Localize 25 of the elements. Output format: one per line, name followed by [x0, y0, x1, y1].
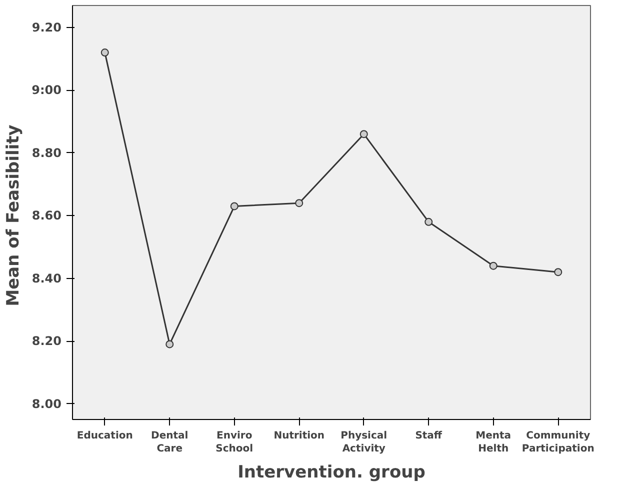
x-tick-label: Staff [415, 430, 443, 442]
x-tick-label: Physical Activity [340, 430, 388, 455]
x-tick-label: Community Participation [522, 430, 594, 455]
y-tick-label: 8.80 [32, 146, 62, 160]
point [295, 199, 304, 208]
x-tick-label: Dental Care [151, 430, 188, 455]
point [166, 340, 174, 348]
y-tick-label: 8.40 [32, 271, 62, 286]
x-tick-label: Menta Helth [476, 430, 512, 455]
point [100, 48, 109, 57]
y-tick-label: 8.00 [32, 396, 62, 411]
y-tick-label: 8.20 [32, 334, 62, 348]
x-tick-label: Enviro School [216, 430, 254, 455]
point [424, 218, 433, 226]
x-axis-title: Intervention. group [238, 462, 426, 483]
point [554, 268, 562, 276]
x-tick-label: Nutrition [274, 430, 325, 442]
y-axis-title: Mean of Feasibility [4, 124, 24, 306]
point [489, 262, 498, 270]
point [360, 130, 368, 138]
y-tick-label: 9.20 [32, 20, 62, 34]
y-tick-label: 8.60 [32, 208, 62, 223]
y-tick-label: 9:00 [32, 83, 62, 98]
x-tick-label: Education [76, 430, 133, 442]
point [230, 202, 238, 210]
